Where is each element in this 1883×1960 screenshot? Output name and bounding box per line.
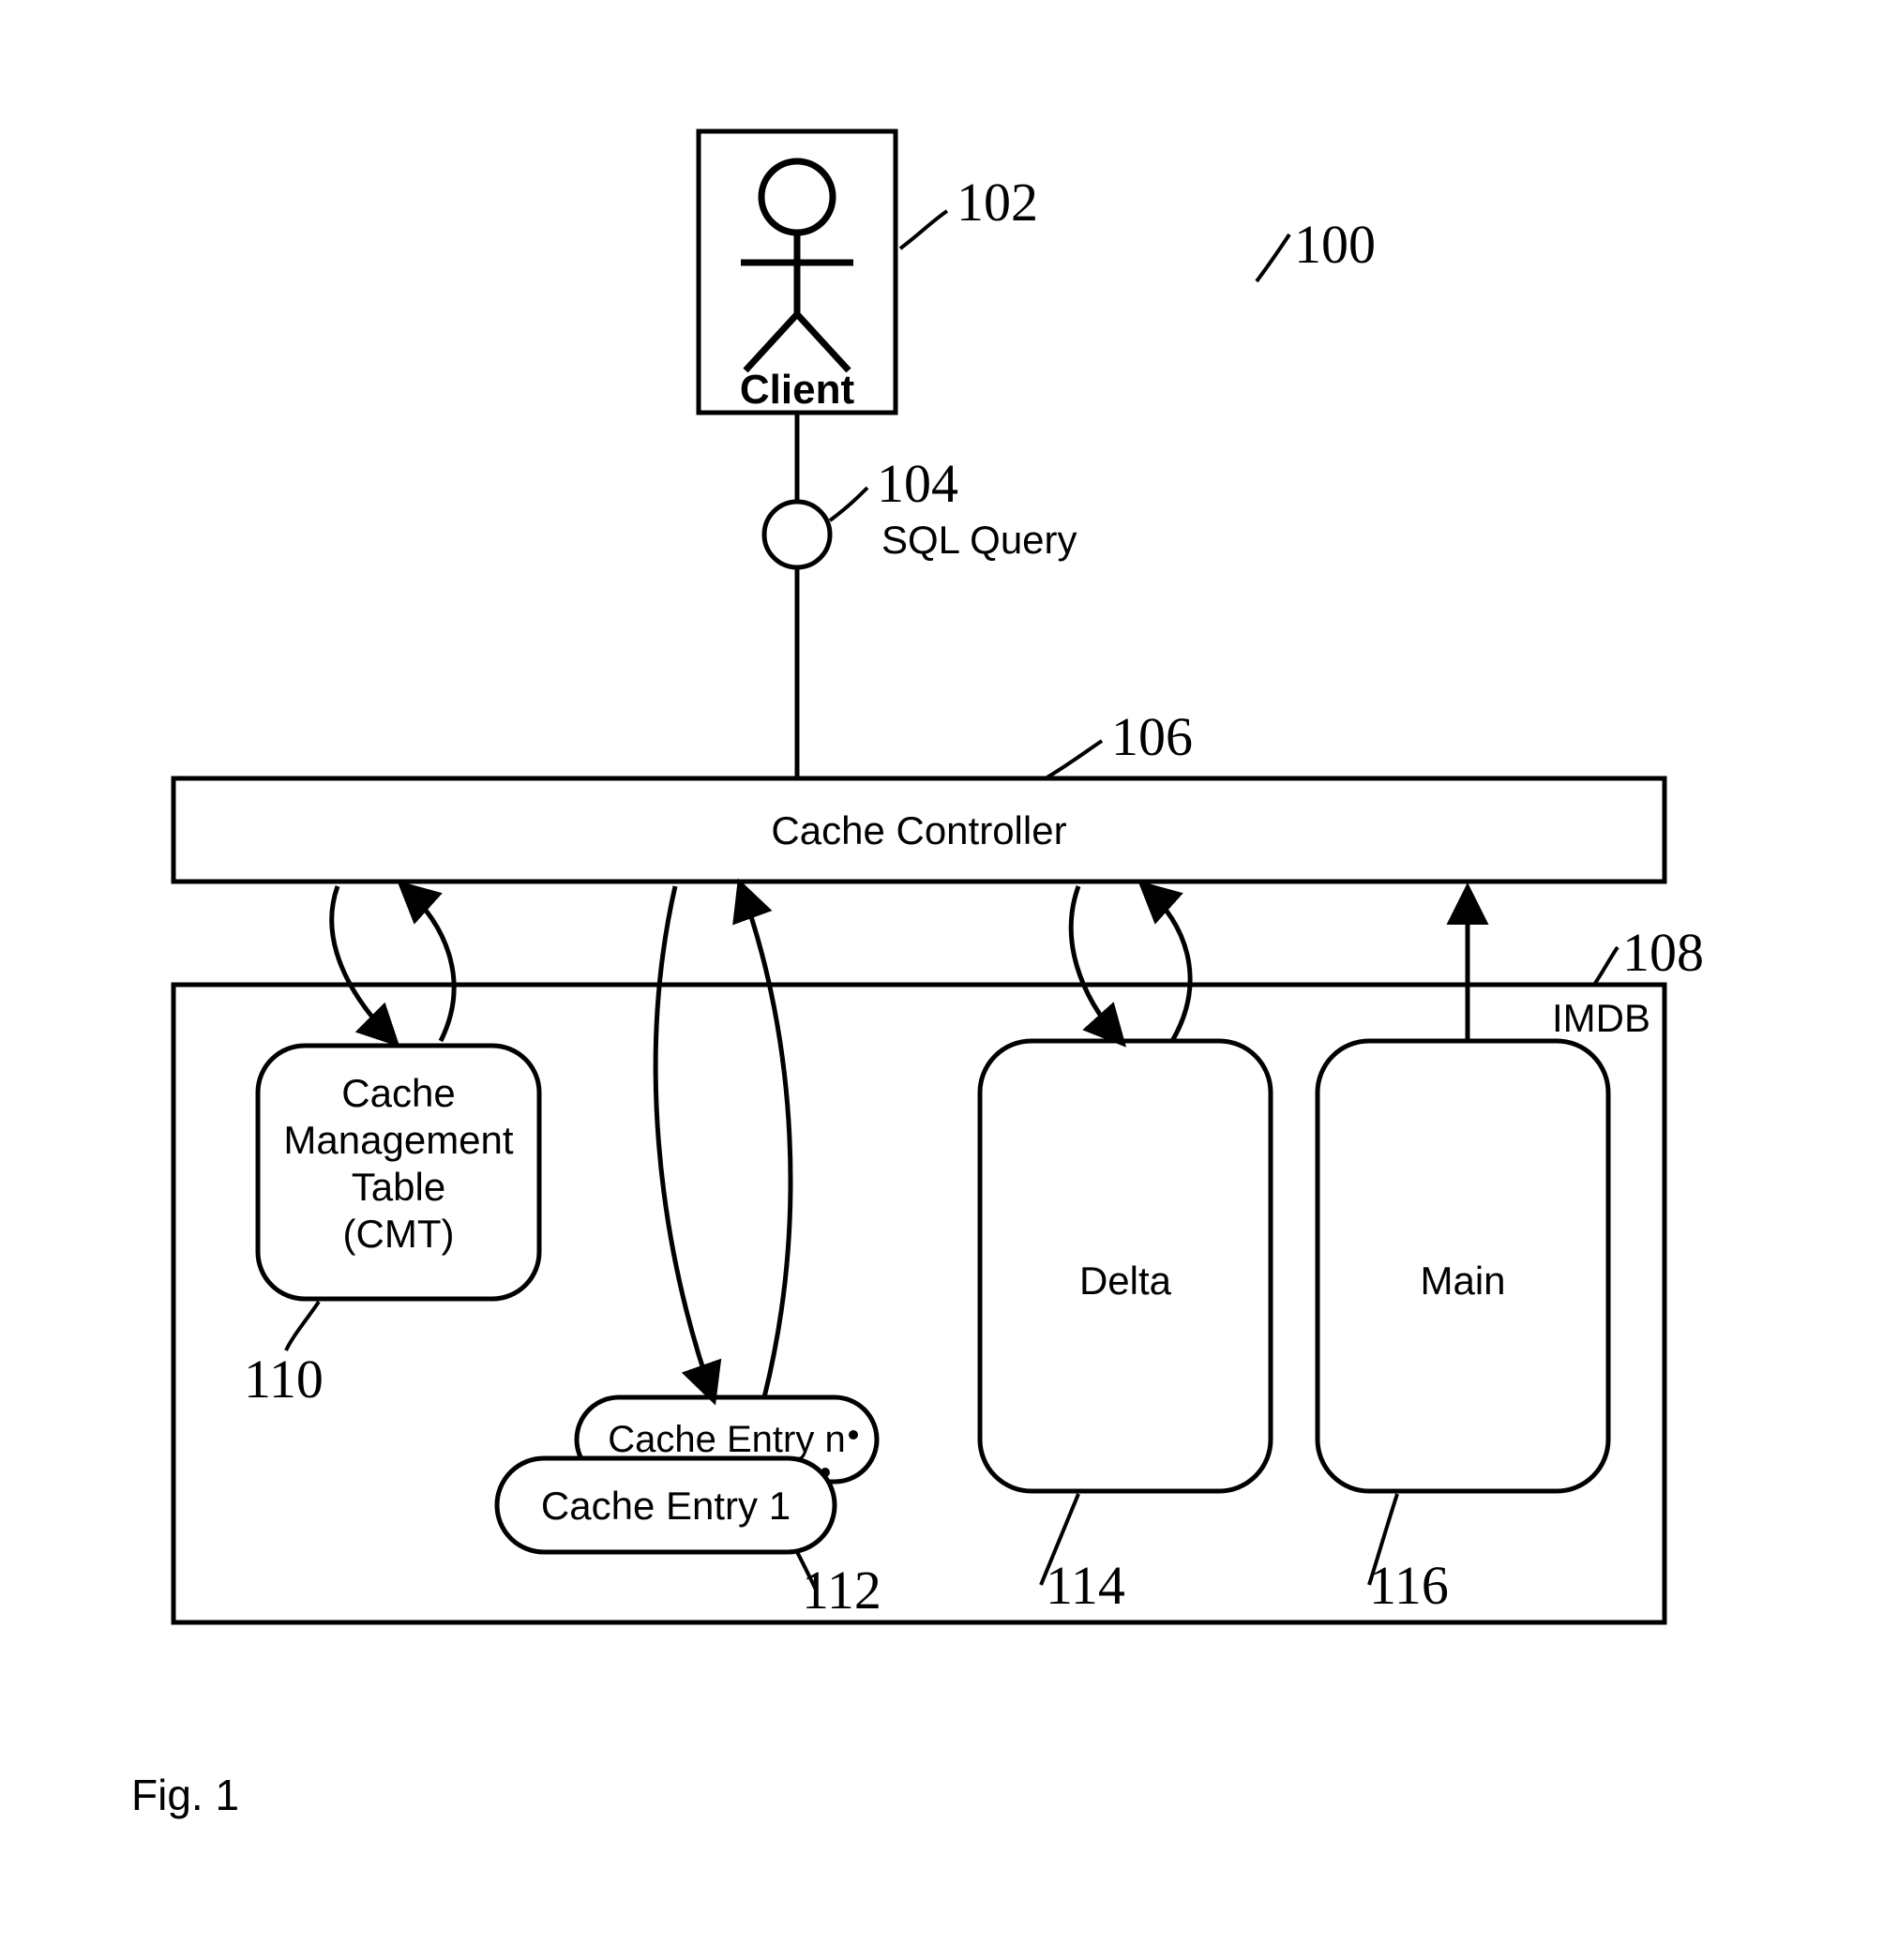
controller-to-entries-arrow <box>655 886 713 1397</box>
imdb-label: IMDB <box>1552 996 1650 1040</box>
entries-to-controller-arrow <box>741 886 791 1397</box>
ref-100: 100 <box>1294 214 1376 275</box>
cmt-l1: Cache <box>341 1071 455 1115</box>
delta-label: Delta <box>1079 1259 1172 1303</box>
ref-108: 108 <box>1622 922 1704 983</box>
figure-label: Fig. 1 <box>131 1771 239 1819</box>
ref-114: 114 <box>1046 1555 1125 1616</box>
ref-110: 110 <box>244 1349 324 1410</box>
client-label: Client <box>740 367 855 413</box>
cache-entry-1-label: Cache Entry 1 <box>541 1484 791 1528</box>
cmt-l2: Management <box>283 1118 513 1162</box>
client-actor-icon <box>741 161 853 370</box>
ref-104: 104 <box>877 453 958 514</box>
controller-to-delta-arrow <box>1071 886 1121 1041</box>
cmt-to-controller-arrow <box>403 886 454 1041</box>
sql-query-label: SQL Query <box>881 518 1077 562</box>
main-label: Main <box>1420 1259 1505 1303</box>
ref-116: 116 <box>1369 1555 1449 1616</box>
ref-112: 112 <box>802 1560 881 1621</box>
controller-to-cmt-arrow <box>332 886 394 1041</box>
sql-query-node <box>764 502 830 567</box>
delta-to-controller-arrow <box>1144 886 1190 1041</box>
ellipsis-dot <box>849 1430 858 1440</box>
cmt-l3: Table <box>352 1165 445 1209</box>
cache-controller-label: Cache Controller <box>771 808 1066 852</box>
cache-entry-n-label: Cache Entry n <box>608 1419 845 1460</box>
cmt-l4: (CMT) <box>343 1212 455 1256</box>
refs: 100 102 104 106 108 110 112 114 116 <box>244 172 1704 1621</box>
ref-102: 102 <box>957 172 1038 233</box>
ref-106: 106 <box>1111 706 1193 767</box>
